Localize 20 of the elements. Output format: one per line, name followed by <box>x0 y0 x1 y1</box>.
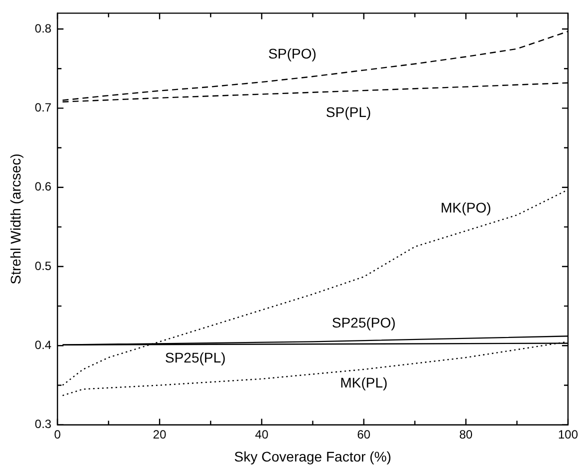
x-tick-label: 20 <box>152 427 167 442</box>
series-label: SP(PO) <box>268 46 316 62</box>
x-tick-label: 0 <box>54 427 62 442</box>
y-tick-label: 0.8 <box>34 21 52 36</box>
x-tick-label: 40 <box>255 427 269 442</box>
series-label: SP25(PL) <box>164 349 226 366</box>
y-tick-label: 0.7 <box>34 100 52 114</box>
y-axis-title: Strehl Width (arcsec) <box>7 154 24 284</box>
y-tick-label: 0.4 <box>34 338 52 352</box>
y-tick-label: 0.5 <box>34 258 52 273</box>
y-tick-label: 0.6 <box>34 180 52 194</box>
x-tick-label: 60 <box>357 427 371 442</box>
series-label: MK(PO) <box>440 200 492 216</box>
x-axis-title: Sky Coverage Factor (%) <box>234 448 392 464</box>
series-label: MK(PL) <box>340 374 388 390</box>
y-tick-label: 0.3 <box>34 417 52 432</box>
series-label: SP25(PO) <box>332 314 396 330</box>
series-label: SP(PL) <box>326 104 372 120</box>
x-tick-label: 100 <box>558 427 578 442</box>
x-tick-label: 80 <box>459 427 473 442</box>
